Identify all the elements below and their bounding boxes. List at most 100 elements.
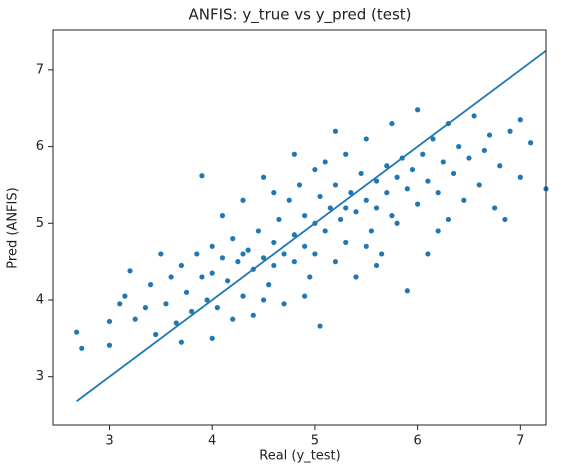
scatter-point xyxy=(343,239,349,246)
scatter-point xyxy=(271,239,277,246)
scatter-point xyxy=(173,320,179,326)
scatter-point xyxy=(209,335,215,341)
scatter-point xyxy=(476,182,482,188)
scatter-point xyxy=(271,190,277,196)
scatter-point xyxy=(291,259,297,265)
chart-title: ANFIS: y_true vs y_pred (test) xyxy=(188,6,411,25)
scatter-point xyxy=(445,216,452,223)
scatter-point xyxy=(219,213,226,219)
scatter-point xyxy=(384,190,390,196)
scatter-point xyxy=(260,255,267,261)
scatter-point xyxy=(312,166,318,173)
scatter-point xyxy=(225,278,231,284)
scatter-point xyxy=(183,289,190,295)
scatter-point xyxy=(394,220,400,226)
scatter-point xyxy=(260,297,267,303)
scatter-point xyxy=(266,282,272,288)
scatter-point xyxy=(317,193,323,200)
scatter-point xyxy=(409,166,416,173)
scatter-point xyxy=(322,159,328,165)
scatter-point xyxy=(420,151,426,157)
scatter-point xyxy=(373,262,380,269)
scatter-point xyxy=(245,247,251,253)
scatter-point xyxy=(291,232,297,238)
y-tick-label: 6 xyxy=(36,139,44,154)
scatter-point xyxy=(302,213,308,219)
scatter-point xyxy=(343,205,349,211)
scatter-point xyxy=(337,216,344,223)
scatter-point xyxy=(415,107,421,113)
scatter-point xyxy=(106,318,113,325)
scatter-point xyxy=(461,197,467,203)
scatter-point xyxy=(471,113,477,119)
scatter-point xyxy=(492,205,498,211)
y-tick-label: 7 xyxy=(36,62,44,77)
scatter-point xyxy=(106,342,113,348)
y-axis-label: Pred (ANFIS) xyxy=(6,187,21,268)
scatter-point xyxy=(204,297,210,303)
scatter-point xyxy=(230,316,236,322)
x-tick-label: 4 xyxy=(208,434,216,449)
scatter-point xyxy=(147,282,154,288)
scatter-point xyxy=(178,339,184,345)
x-tick-label: 7 xyxy=(516,434,524,449)
scatter-point xyxy=(194,251,200,257)
reference-line xyxy=(76,49,547,402)
scatter-point xyxy=(332,259,339,265)
scatter-point xyxy=(281,301,287,307)
scatter-point xyxy=(450,170,457,177)
scatter-point xyxy=(209,270,215,276)
scatter-point xyxy=(74,329,80,335)
scatter-point xyxy=(373,205,380,211)
scatter-point xyxy=(456,143,462,150)
scatter-point xyxy=(189,308,195,315)
scatter-point xyxy=(353,274,359,280)
scatter-point xyxy=(389,213,395,219)
scatter-point xyxy=(178,262,184,269)
scatter-point xyxy=(168,274,174,280)
scatter-point xyxy=(132,316,138,322)
scatter-point xyxy=(79,345,85,351)
scatter-point xyxy=(117,301,123,307)
scatter-point xyxy=(199,173,205,179)
x-tick-label: 6 xyxy=(413,434,421,449)
scatter-point xyxy=(302,243,308,249)
scatter-point xyxy=(296,182,303,188)
scatter-point xyxy=(363,136,369,142)
scatter-point xyxy=(286,197,292,203)
y-tick-label: 3 xyxy=(36,369,44,384)
scatter-point xyxy=(209,243,215,249)
scatter-point xyxy=(425,251,431,257)
y-tick-label: 5 xyxy=(36,216,44,231)
scatter-point xyxy=(481,147,487,154)
scatter-point xyxy=(250,312,256,318)
scatter-point xyxy=(307,274,313,280)
scatter-point xyxy=(255,228,262,234)
scatter-point xyxy=(312,251,318,257)
scatter-point xyxy=(230,236,236,242)
scatter-point xyxy=(394,174,400,180)
scatter-point xyxy=(389,120,395,127)
scatter-point xyxy=(332,128,339,134)
scatter-point xyxy=(358,170,364,177)
scatter-point xyxy=(353,209,359,215)
scatter-point xyxy=(404,288,410,294)
scatter-point xyxy=(291,151,297,157)
scatter-point xyxy=(142,305,149,311)
scatter-point xyxy=(527,140,534,146)
scatter-point xyxy=(363,243,369,249)
scatter-point xyxy=(240,251,246,257)
scatter-point xyxy=(384,163,390,169)
scatter-point xyxy=(260,174,267,180)
scatter-point xyxy=(425,178,431,184)
scatter-point xyxy=(435,190,441,196)
scatter-point xyxy=(322,228,328,234)
scatter-point xyxy=(281,251,287,257)
scatter-point xyxy=(415,201,421,207)
scatter-point xyxy=(348,190,354,196)
scatter-point xyxy=(343,151,349,157)
scatter-point xyxy=(502,216,508,223)
scatter-point xyxy=(379,251,385,257)
x-tick-label: 3 xyxy=(105,434,113,449)
